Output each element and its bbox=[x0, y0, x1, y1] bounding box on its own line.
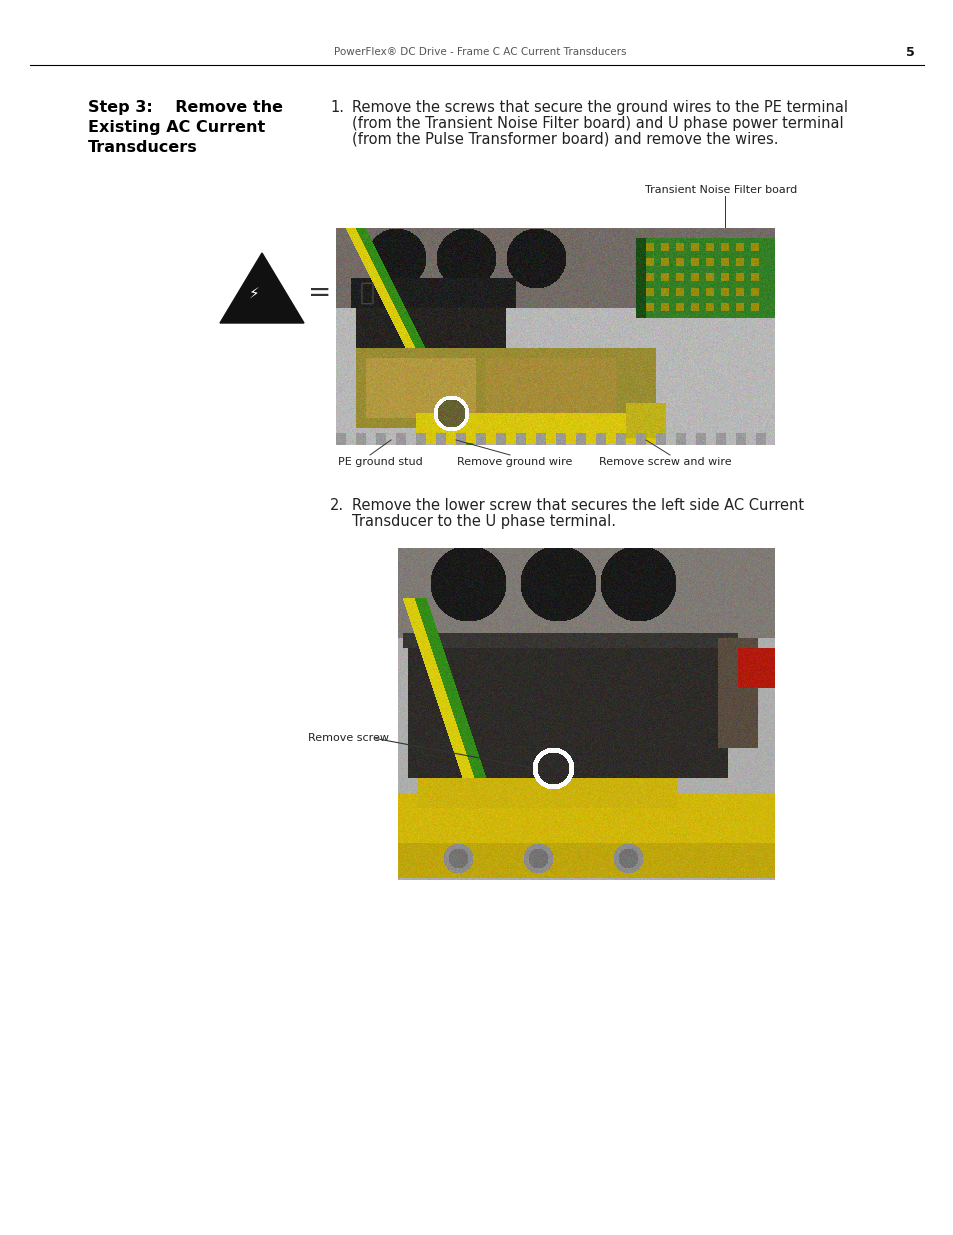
Text: Transducers: Transducers bbox=[88, 140, 197, 156]
Text: (from the Transient Noise Filter board) and U phase power terminal: (from the Transient Noise Filter board) … bbox=[352, 116, 842, 131]
Text: =: = bbox=[308, 279, 332, 308]
Text: Remove screw and wire: Remove screw and wire bbox=[598, 457, 731, 467]
Text: Remove the screws that secure the ground wires to the PE terminal: Remove the screws that secure the ground… bbox=[352, 100, 847, 115]
Text: 5: 5 bbox=[905, 46, 914, 58]
Text: Remove the lower screw that secures the left side AC Current: Remove the lower screw that secures the … bbox=[352, 498, 803, 513]
Text: Remove screw: Remove screw bbox=[308, 734, 389, 743]
Text: PowerFlex® DC Drive - Frame C AC Current Transducers: PowerFlex® DC Drive - Frame C AC Current… bbox=[334, 47, 625, 57]
Text: 1.: 1. bbox=[330, 100, 344, 115]
Text: Transducer to the U phase terminal.: Transducer to the U phase terminal. bbox=[352, 514, 616, 529]
Text: Transient Noise Filter board: Transient Noise Filter board bbox=[644, 185, 797, 195]
Text: Step 3:    Remove the: Step 3: Remove the bbox=[88, 100, 283, 115]
Text: 2.: 2. bbox=[330, 498, 344, 513]
Polygon shape bbox=[220, 253, 304, 324]
Text: ⚡: ⚡ bbox=[249, 285, 259, 300]
Text: Remove ground wire: Remove ground wire bbox=[456, 457, 572, 467]
Text: PE ground stud: PE ground stud bbox=[337, 457, 422, 467]
Text: ✋: ✋ bbox=[359, 282, 375, 305]
Text: Existing AC Current: Existing AC Current bbox=[88, 120, 265, 135]
Text: (from the Pulse Transformer board) and remove the wires.: (from the Pulse Transformer board) and r… bbox=[352, 132, 778, 147]
